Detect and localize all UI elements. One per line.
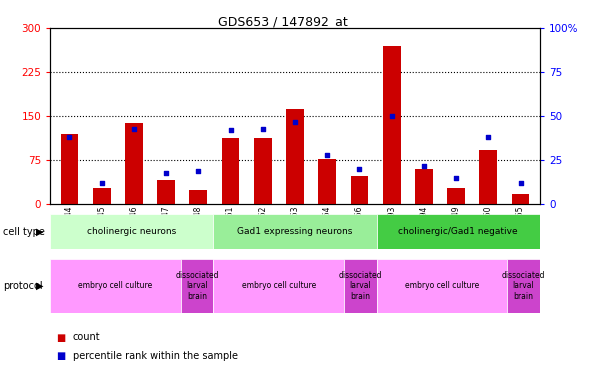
Bar	[125, 123, 143, 204]
Point	[97, 180, 106, 186]
Text: protocol: protocol	[3, 281, 42, 291]
Text: cholinergic neurons: cholinergic neurons	[87, 227, 176, 236]
Bar	[286, 109, 304, 204]
Point	[162, 170, 171, 176]
Text: cholinergic/Gad1 negative: cholinergic/Gad1 negative	[398, 227, 518, 236]
Bar	[222, 138, 240, 204]
Point	[226, 128, 235, 134]
Bar	[383, 46, 401, 204]
Bar	[319, 159, 336, 204]
Text: ▶: ▶	[37, 281, 44, 291]
Text: dissociated
larval
brain: dissociated larval brain	[339, 271, 382, 301]
Bar	[50, 214, 214, 249]
Point	[484, 134, 493, 140]
Point	[516, 180, 525, 186]
Bar	[376, 214, 540, 249]
Point	[194, 168, 203, 174]
Bar	[350, 176, 368, 204]
Point	[419, 163, 428, 169]
Point	[290, 118, 300, 124]
Point	[451, 175, 461, 181]
Bar	[376, 259, 507, 313]
Bar	[254, 138, 271, 204]
Bar	[344, 259, 376, 313]
Bar	[415, 169, 432, 204]
Text: count: count	[73, 333, 100, 342]
Text: ■: ■	[56, 333, 65, 342]
Text: ▶: ▶	[37, 226, 44, 237]
Point	[129, 126, 139, 132]
Bar	[512, 194, 529, 204]
Bar	[447, 188, 465, 204]
Text: dissociated
larval
brain: dissociated larval brain	[175, 271, 219, 301]
Text: embryo cell culture: embryo cell culture	[405, 281, 479, 290]
Text: embryo cell culture: embryo cell culture	[241, 281, 316, 290]
Bar	[507, 259, 540, 313]
Bar	[214, 214, 376, 249]
Bar	[50, 259, 181, 313]
Point	[387, 113, 396, 119]
Text: ■: ■	[56, 351, 65, 361]
Text: GDS653 / 147892_at: GDS653 / 147892_at	[218, 15, 348, 28]
Text: dissociated
larval
brain: dissociated larval brain	[502, 271, 545, 301]
Bar	[61, 134, 78, 204]
Text: embryo cell culture: embryo cell culture	[78, 281, 153, 290]
Point	[65, 134, 74, 140]
Text: percentile rank within the sample: percentile rank within the sample	[73, 351, 238, 361]
Text: Gad1 expressing neurons: Gad1 expressing neurons	[237, 227, 353, 236]
Point	[258, 126, 267, 132]
Bar	[214, 259, 344, 313]
Text: cell type: cell type	[3, 226, 45, 237]
Point	[323, 152, 332, 158]
Bar	[158, 180, 175, 204]
Bar	[93, 188, 110, 204]
Bar	[480, 150, 497, 204]
Bar	[181, 259, 214, 313]
Bar	[189, 190, 207, 204]
Point	[355, 166, 364, 172]
